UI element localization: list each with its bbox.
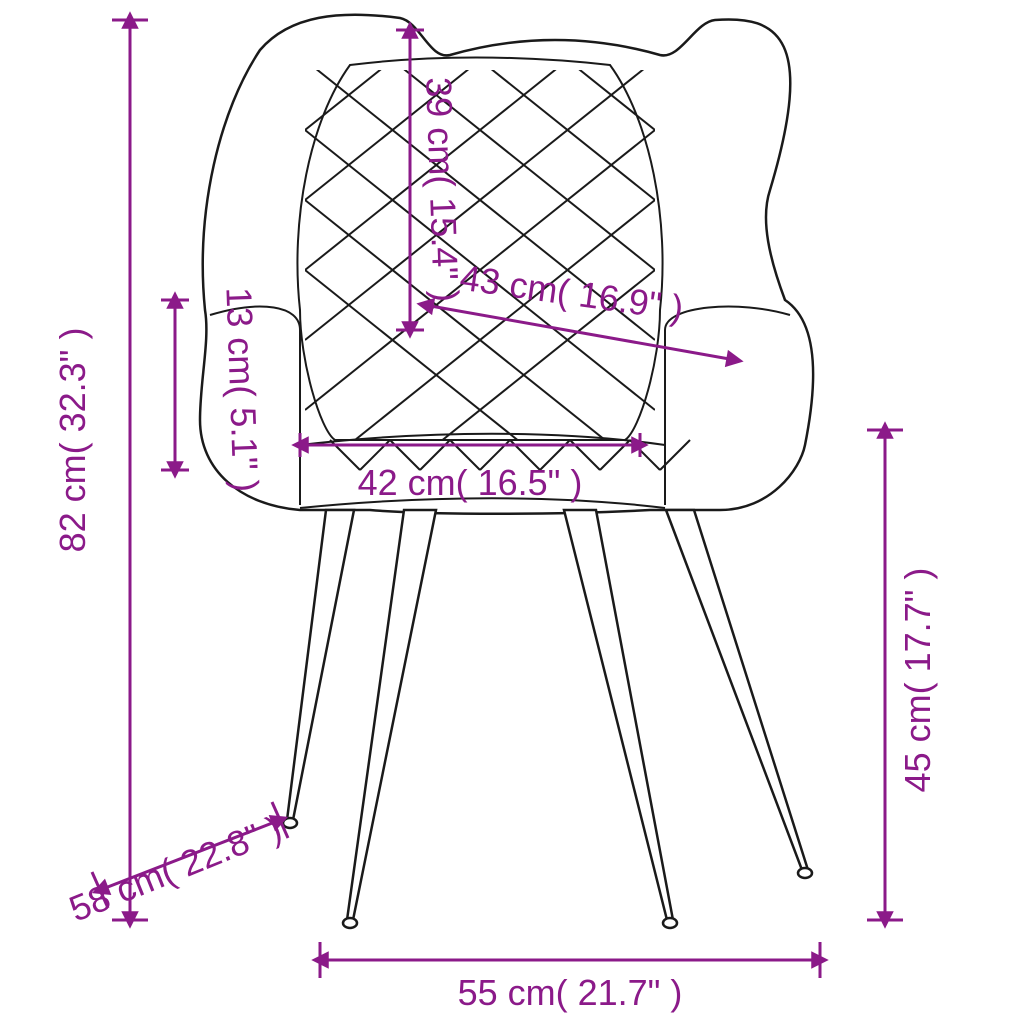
dim-width: 55 cm( 21.7" ): [458, 972, 683, 1013]
dim-depth: 58 cm( 22.8" ): [63, 807, 287, 929]
dim-armrest-height: 13 cm( 5.1" ): [218, 286, 266, 492]
dim-seat-height: 45 cm( 17.7" ): [897, 568, 938, 793]
dim-total-height: 82 cm( 32.3" ): [52, 328, 93, 553]
dim-backrest-height: 39 cm( 15.4" ): [418, 76, 467, 302]
dim-seat-width: 42 cm( 16.5" ): [358, 462, 583, 503]
